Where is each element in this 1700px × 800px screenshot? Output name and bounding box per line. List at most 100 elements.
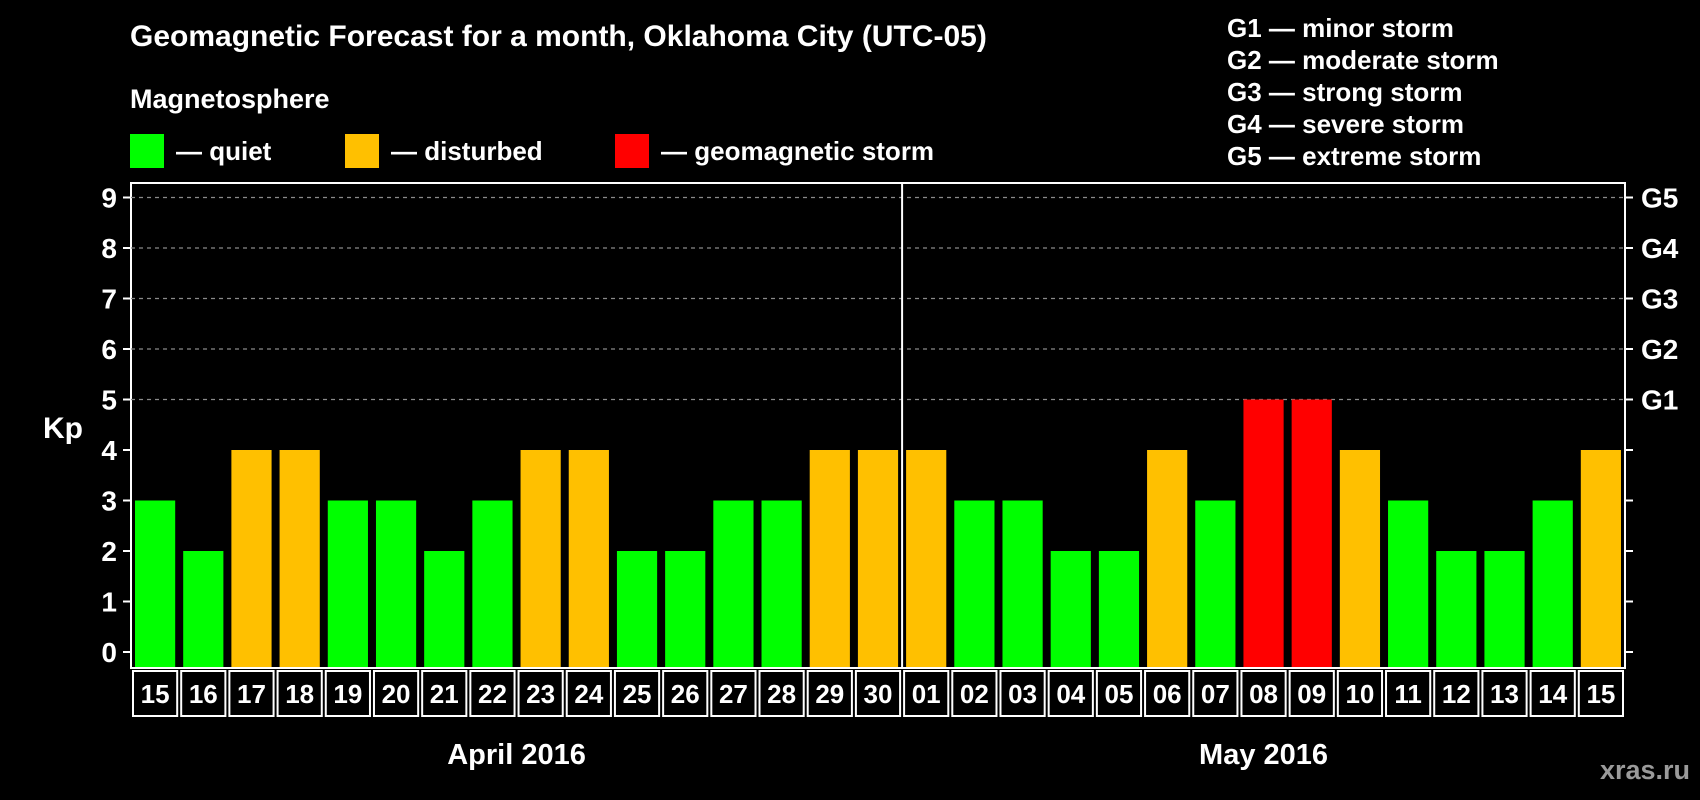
x-tick-label: 02: [960, 679, 989, 709]
x-tick-label: 27: [719, 679, 748, 709]
x-tick-cell: [758, 670, 805, 717]
y-tick-label: 5: [101, 385, 117, 416]
x-tick-label: 13: [1490, 679, 1519, 709]
y-tick-label: 9: [101, 183, 117, 214]
legend-item-storm: — geomagnetic storm: [615, 134, 934, 168]
storm-scale-g1: G1 — minor storm: [1227, 13, 1454, 43]
bar: [1291, 399, 1332, 667]
storm-scale-g2: G2 — moderate storm: [1227, 45, 1499, 75]
storm-scale-legend: G1 — minor storm G2 — moderate storm G3 …: [1227, 12, 1499, 172]
x-tick-label: 18: [285, 679, 314, 709]
bar: [1580, 450, 1621, 667]
x-tick-label: 06: [1153, 679, 1182, 709]
legend-heading: Magnetosphere: [130, 84, 330, 114]
y-tick-label: 7: [101, 284, 117, 315]
x-tick-label: 24: [574, 679, 603, 709]
legend-swatch-storm: [615, 134, 649, 168]
bar: [1484, 551, 1525, 667]
legend-item-disturbed: — disturbed: [345, 134, 543, 168]
bar: [424, 551, 465, 667]
x-tick-cell: [276, 670, 323, 717]
x-tick-label: 15: [1586, 679, 1615, 709]
y-tick-label: 6: [101, 334, 117, 365]
x-tick-cell: [1240, 670, 1287, 717]
bar: [954, 500, 995, 667]
bar: [1002, 500, 1043, 667]
bar: [375, 500, 417, 667]
x-tick-label: 21: [430, 679, 459, 709]
x-tick-cell: [1288, 670, 1335, 717]
x-tick-cell: [999, 670, 1046, 717]
x-tick-cell: [421, 670, 468, 717]
x-tick-label: 07: [1201, 679, 1230, 709]
x-tick-cell: [1385, 670, 1432, 717]
x-tick-label: 30: [864, 679, 893, 709]
right-axis-label-g5: G5: [1641, 183, 1678, 214]
x-tick-cell: [710, 670, 757, 717]
bar: [1147, 450, 1188, 667]
x-tick-label: 17: [237, 679, 266, 709]
watermark: xras.ru: [1599, 755, 1690, 785]
x-tick-label: 01: [912, 679, 941, 709]
bar: [279, 450, 320, 667]
x-tick-cell: [662, 670, 709, 717]
storm-scale-g3: G3 — strong storm: [1227, 77, 1463, 107]
x-tick-cell: [1144, 670, 1191, 717]
y-tick-label: 2: [101, 536, 117, 567]
x-tick-label: 12: [1442, 679, 1471, 709]
y-tick-label: 0: [101, 637, 117, 668]
legend-swatch-quiet: [130, 134, 164, 168]
x-tick-label: 26: [671, 679, 700, 709]
x-tick-label: 14: [1538, 679, 1567, 709]
x-tick-cell: [1577, 670, 1624, 717]
month-label: April 2016: [447, 739, 586, 771]
y-tick-label: 8: [101, 233, 117, 264]
x-tick-cell: [180, 670, 227, 717]
bar: [520, 450, 561, 667]
bar: [616, 551, 658, 667]
bar: [568, 450, 609, 667]
bar: [1098, 551, 1140, 667]
x-tick-cell: [228, 670, 275, 717]
x-tick-cell: [1192, 670, 1239, 717]
x-tick-cell: [903, 670, 950, 717]
right-axis-label-g3: G3: [1641, 284, 1678, 315]
x-tick-cell: [324, 670, 371, 717]
bar: [1532, 500, 1573, 667]
bar: [761, 500, 802, 667]
x-tick-label: 23: [526, 679, 555, 709]
y-tick-label: 3: [101, 486, 117, 517]
x-tick-cell: [1047, 670, 1094, 717]
x-tick-cell: [1481, 670, 1528, 717]
x-tick-cell: [565, 670, 612, 717]
x-tick-label: 19: [333, 679, 362, 709]
x-tick-label: 15: [141, 679, 170, 709]
x-tick-label: 10: [1345, 679, 1374, 709]
x-tick-label: 22: [478, 679, 507, 709]
bar: [135, 500, 176, 667]
legend-label-storm: — geomagnetic storm: [661, 135, 935, 166]
month-label: May 2016: [1199, 739, 1328, 771]
bar: [472, 500, 513, 667]
x-tick-label: 16: [189, 679, 218, 709]
bar: [809, 450, 850, 667]
x-tick-label: 28: [767, 679, 796, 709]
right-axis-label-g1: G1: [1641, 385, 1678, 416]
bar: [1388, 500, 1429, 667]
x-tick-cell: [806, 670, 853, 717]
x-tick-cell: [1095, 670, 1143, 717]
bar: [1050, 551, 1091, 667]
bar: [327, 500, 368, 667]
x-tick-cell: [951, 670, 998, 717]
plot-frame: [130, 182, 1626, 669]
bar: [1243, 399, 1284, 667]
bar: [665, 551, 706, 667]
x-tick-label: 25: [623, 679, 652, 709]
chart-title: Geomagnetic Forecast for a month, Oklaho…: [130, 20, 987, 53]
x-tick-label: 20: [382, 679, 411, 709]
x-tick-cell: [1336, 670, 1384, 717]
bar: [713, 500, 754, 667]
bar: [906, 450, 947, 667]
bar: [231, 450, 272, 667]
bar: [857, 450, 899, 667]
